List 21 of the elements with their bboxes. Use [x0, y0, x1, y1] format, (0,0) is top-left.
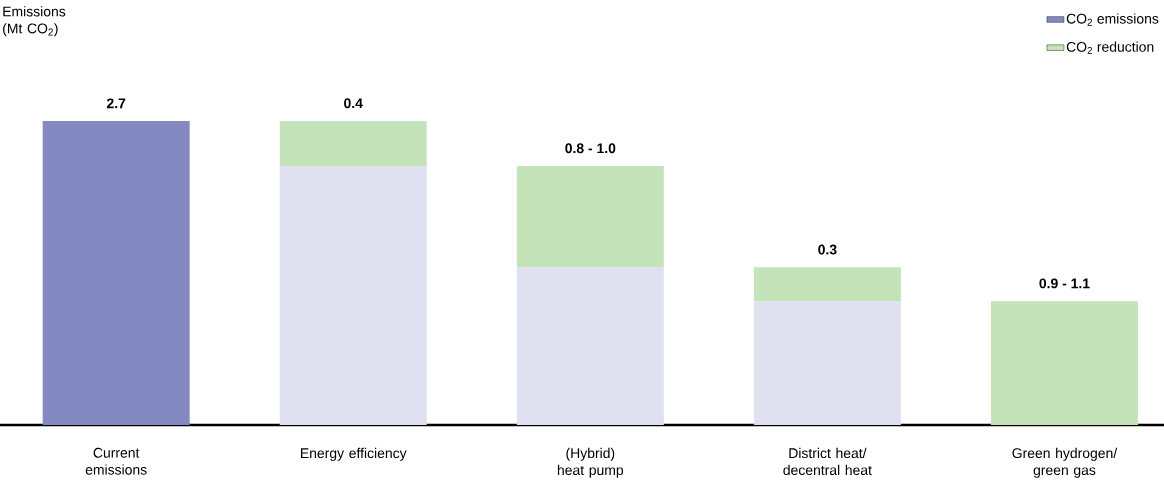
bar [990, 301, 1138, 425]
data-label: 0.3 [818, 244, 837, 255]
bar [279, 121, 427, 167]
x-tick-label: Current emissions [85, 447, 147, 475]
data-label: 2.7 [106, 98, 126, 109]
text: Emissions (Mt CO$_{2}$) [3, 6, 66, 37]
x-tick-label: District heat/ decentral heat [783, 447, 872, 476]
legend-label: CO$_{2}$ reduction [1066, 41, 1154, 54]
bar [516, 267, 664, 425]
x-tick-label: Energy efficiency [301, 447, 407, 461]
x-tick-label: (Hybrid) heat pump [557, 447, 624, 478]
bar [753, 301, 901, 425]
bar [279, 166, 427, 425]
data-label: 0.4 [344, 98, 363, 109]
bar [516, 166, 664, 268]
legend-label: CO$_{2}$ emissions [1066, 13, 1159, 26]
bar [753, 267, 901, 302]
x-tick-label: Green hydrogen/ green gas [1012, 447, 1118, 478]
annotation: 0.9 - 1.1 [1039, 278, 1090, 289]
annotation: 0.8 - 1.0 [565, 143, 616, 154]
bar [42, 121, 190, 425]
